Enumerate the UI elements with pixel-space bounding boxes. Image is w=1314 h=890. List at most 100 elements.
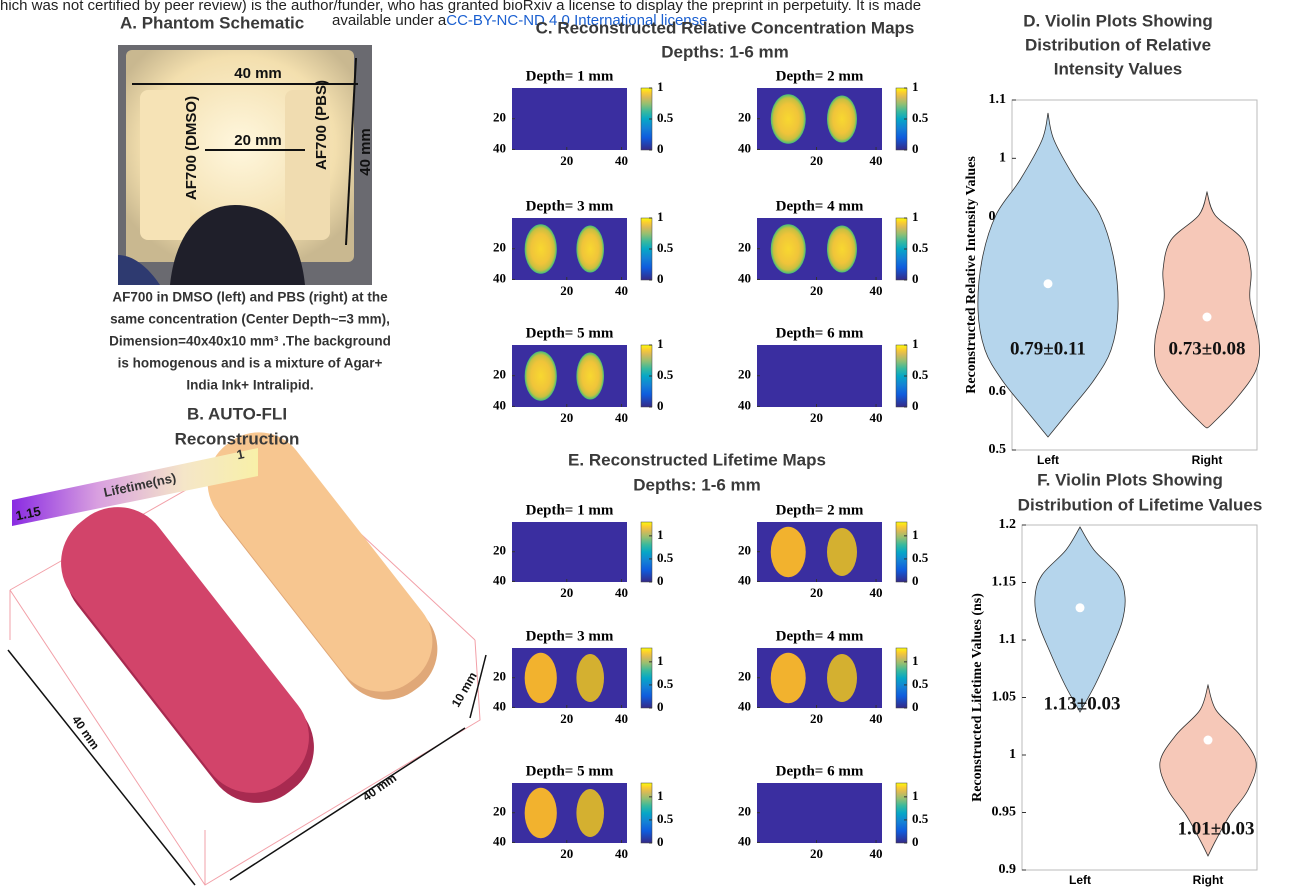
colorbar-tick-label: 1 — [912, 79, 919, 94]
blob — [827, 225, 857, 272]
y-tick-label: 40 — [738, 698, 751, 713]
y-tick-label: 1.1 — [999, 632, 1017, 647]
colorbar-tick-label: 0.5 — [657, 676, 674, 691]
dimension-label: 40 mm — [360, 771, 399, 804]
x-tick-label: 20 — [560, 283, 573, 298]
mean-dot — [1076, 603, 1085, 612]
colorbar-tick-label: 1 — [657, 336, 664, 351]
y-tick-label: 20 — [738, 110, 751, 125]
x-tick-label: 20 — [560, 153, 573, 168]
map-title: Depth= 6 mm — [776, 763, 864, 779]
colorbar-tick-label: 1 — [657, 788, 664, 803]
violin — [1035, 527, 1125, 712]
x-tick-label: 20 — [810, 711, 823, 726]
mean-label: 0.79±0.11 — [1010, 338, 1086, 359]
x-tick-label: 40 — [870, 846, 883, 861]
figure: hich was not certified by peer review) i… — [0, 0, 1314, 890]
colorbar-tick-label: 0.5 — [912, 367, 929, 382]
colorbar-tick-label: 0 — [912, 271, 919, 286]
y-tick-label: 20 — [738, 367, 751, 382]
blob — [827, 654, 857, 702]
x-tick-label: Left — [1069, 873, 1091, 887]
mean-dot — [1204, 736, 1213, 745]
x-tick-label: 20 — [810, 846, 823, 861]
colorbar-tick-label: 0.5 — [912, 110, 929, 125]
map-title: Depth= 3 mm — [526, 628, 614, 644]
mean-dot — [1203, 313, 1212, 322]
map-title: Depth= 4 mm — [776, 628, 864, 644]
y-tick-label: 20 — [493, 110, 506, 125]
blob — [576, 654, 604, 702]
map-title: Depth= 5 mm — [526, 325, 614, 341]
y-tick-label: 20 — [493, 543, 506, 558]
y-tick-label: 1.05 — [992, 690, 1017, 705]
dimension-label: 10 mm — [449, 670, 480, 710]
colorbar-tick-label: 1 — [657, 653, 664, 668]
panel-title: A. Phantom Schematic — [120, 13, 304, 32]
x-tick-label: 40 — [870, 283, 883, 298]
y-tick-label: 40 — [738, 140, 751, 155]
x-tick-label: 40 — [615, 846, 628, 861]
colorbar-tick-label: 1 — [657, 527, 664, 542]
well-label: AF700 (PBS) — [313, 80, 330, 170]
y-tick-label: 20 — [738, 543, 751, 558]
x-tick-label: 20 — [560, 410, 573, 425]
panel-title: D. Violin Plots Showing — [1023, 11, 1213, 30]
y-tick-label: 1 — [999, 151, 1006, 166]
panel-title: F. Violin Plots Showing — [1037, 470, 1223, 489]
page: hich was not certified by peer review) i… — [0, 0, 1314, 890]
colorbar-tick-label: 0 — [657, 271, 664, 286]
x-tick-label: 40 — [615, 153, 628, 168]
y-tick-label: 20 — [738, 804, 751, 819]
y-tick-label: 40 — [493, 833, 506, 848]
colorbar-tick-label: 1 — [657, 209, 664, 224]
y-tick-label: 1.1 — [989, 92, 1007, 107]
x-tick-label: 40 — [615, 410, 628, 425]
x-tick-label: 40 — [615, 711, 628, 726]
blob — [525, 224, 557, 274]
map: Depth= 3 mm2040204000.51 — [493, 198, 674, 298]
y-tick-label: 1 — [1009, 747, 1016, 762]
y-tick-label: 40 — [493, 270, 506, 285]
x-tick-label: 20 — [810, 585, 823, 600]
colorbar-tick-label: 0.5 — [912, 550, 929, 565]
x-tick-label: 40 — [870, 711, 883, 726]
x-tick-label: 20 — [810, 283, 823, 298]
x-tick-label: 20 — [560, 846, 573, 861]
y-tick-label: 40 — [493, 140, 506, 155]
colorbar-tick-label: 1 — [912, 336, 919, 351]
dimension-label: 40 mm — [357, 128, 374, 176]
blob — [576, 225, 604, 272]
blob — [525, 788, 557, 838]
colorbar-tick-label: 0.5 — [657, 367, 674, 382]
map-title: Depth= 2 mm — [776, 502, 864, 518]
x-tick-label: 40 — [615, 283, 628, 298]
blob — [525, 351, 557, 401]
mean-label: 0.73±0.08 — [1169, 338, 1246, 359]
x-tick-label: 40 — [870, 585, 883, 600]
blob — [525, 653, 557, 703]
map-background — [512, 522, 627, 582]
blob — [771, 94, 806, 144]
colorbar — [641, 783, 652, 843]
y-tick-label: 0.95 — [992, 805, 1017, 820]
map: Depth= 4 mm2040204000.51 — [738, 198, 929, 298]
panel-title: Distribution of Lifetime Values — [1018, 495, 1263, 514]
x-tick-label: Right — [1192, 453, 1223, 467]
panel-subtitle: Depths: 1-6 mm — [633, 475, 761, 494]
banner-text: available under a — [332, 12, 447, 29]
y-tick-label: 20 — [493, 367, 506, 382]
x-tick-label: 40 — [615, 585, 628, 600]
y-tick-label: 40 — [493, 572, 506, 587]
mean-dot — [1044, 279, 1053, 288]
colorbar-tick-label: 0 — [912, 834, 919, 849]
panel-title: C. Reconstructed Relative Concentration … — [536, 18, 915, 37]
caption-line: same concentration (Center Depth~=3 mm), — [110, 312, 390, 327]
blob — [576, 352, 604, 399]
dimension-label: 40 mm — [234, 65, 282, 82]
